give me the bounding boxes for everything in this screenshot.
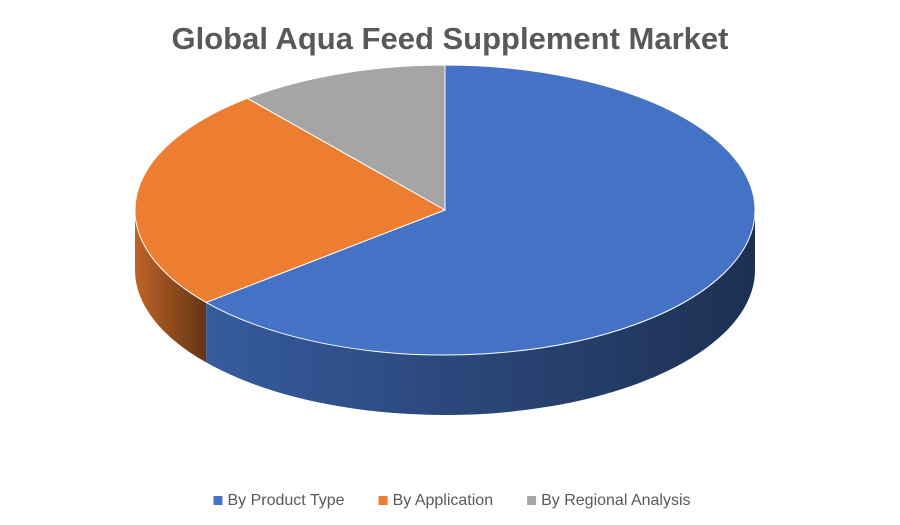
slice-side xyxy=(206,210,756,415)
legend-label: By Application xyxy=(393,492,494,509)
legend-swatch xyxy=(213,496,223,505)
legend-label: By Regional Analysis xyxy=(541,492,690,509)
slice xyxy=(204,64,756,356)
chart-title: Global Aqua Feed Supplement Market xyxy=(172,21,729,56)
slice-side xyxy=(135,210,207,363)
legend-swatch xyxy=(378,496,388,505)
slice xyxy=(246,64,446,211)
legend-label: By Product Type xyxy=(227,492,344,509)
legend-swatch xyxy=(527,496,537,505)
legend: By Product Type By Application By Regional… xyxy=(213,492,691,509)
slice xyxy=(134,97,447,303)
